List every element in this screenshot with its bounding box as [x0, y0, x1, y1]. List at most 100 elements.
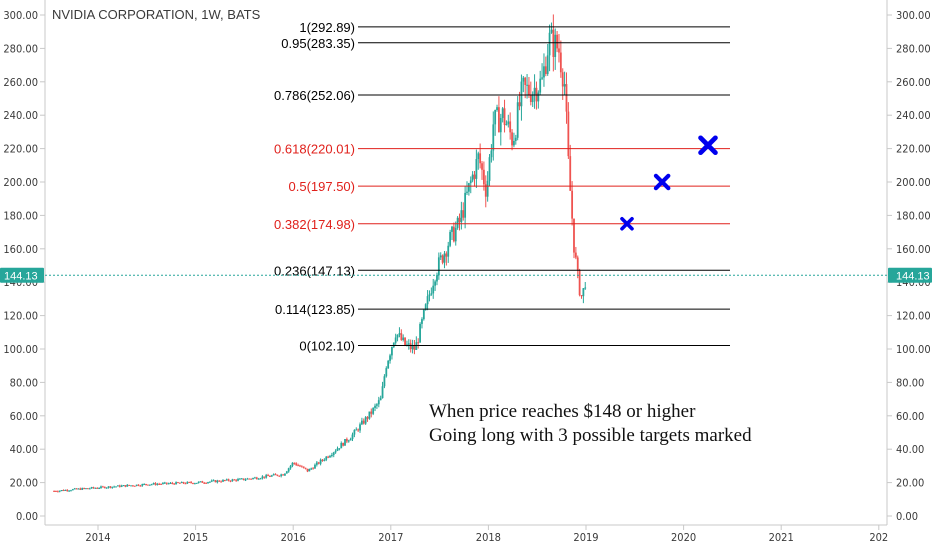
candle-body [556, 34, 558, 49]
candle-body [409, 343, 412, 350]
candle-body [188, 481, 191, 483]
candle-body [460, 210, 463, 223]
candle-body [306, 468, 309, 472]
candle-body [126, 484, 129, 487]
candle-body [250, 478, 253, 480]
candle-body [178, 482, 181, 484]
time-tick-label: 2020 [671, 531, 696, 544]
last-price-badge-left: 144.13 [0, 267, 44, 283]
candle-body [567, 111, 570, 157]
candle-body [287, 468, 290, 472]
fib-label: 0.236(147.13) [274, 263, 355, 278]
candle-body [171, 482, 174, 484]
candle-body [122, 485, 125, 487]
candle-body [432, 285, 435, 294]
right-tick-label: 0.00 [896, 510, 918, 523]
candle-body [541, 77, 543, 79]
time-tick-label: 2014 [85, 531, 110, 544]
annotation-line-2: Going long with 3 possible targets marke… [429, 425, 752, 446]
candle-body [559, 52, 562, 73]
left-tick-label: 280.00 [3, 42, 38, 55]
left-tick-label: 60.00 [10, 410, 38, 423]
candle-body [507, 121, 510, 125]
candle-body [240, 478, 243, 480]
candle-body [175, 482, 177, 485]
candle-body [321, 459, 324, 461]
svg-text:144.13: 144.13 [896, 270, 930, 282]
candle-body [137, 484, 140, 486]
candle-body [389, 355, 391, 361]
candle-body [186, 481, 189, 484]
target-mark [698, 135, 718, 156]
candle-body [488, 157, 491, 181]
candle-body [77, 488, 80, 490]
candle-body [447, 245, 450, 257]
svg-text:144.13: 144.13 [4, 270, 38, 282]
candle-body [302, 466, 305, 468]
candle-body [257, 478, 260, 480]
candle-body [569, 156, 572, 191]
candle-body [55, 490, 57, 492]
candle-body [481, 163, 483, 170]
candle-body [353, 430, 356, 435]
left-tick-label: 180.00 [3, 209, 38, 222]
candle-body [437, 257, 440, 276]
target-markers [620, 135, 718, 231]
candle-body [265, 475, 268, 478]
candle-body [308, 469, 311, 472]
candle-body [284, 473, 286, 476]
candle-body [319, 459, 322, 464]
time-tick-label: 202 [869, 531, 888, 544]
candle-body [366, 417, 369, 419]
candle-body [98, 487, 101, 489]
candle-body [499, 117, 502, 133]
candle-body [407, 343, 410, 345]
candle-body [141, 484, 144, 486]
candle-body [323, 459, 326, 461]
fib-label: 0.618(220.01) [274, 142, 355, 157]
candle-body [163, 482, 166, 484]
candle-body [75, 488, 78, 490]
candle-body [477, 153, 480, 160]
candle-body [338, 448, 341, 450]
right-tick-label: 240.00 [896, 109, 931, 122]
candle-body [496, 107, 498, 111]
candle-body [152, 483, 155, 485]
candle-body [227, 479, 230, 481]
candle-body [383, 376, 386, 387]
right-tick-label: 280.00 [896, 42, 931, 55]
candle-body [424, 304, 427, 310]
candle-body [482, 169, 485, 185]
candle-body [81, 488, 84, 490]
candle-body [327, 456, 330, 458]
candle-body [304, 467, 307, 469]
candle-body [498, 107, 500, 133]
candle-body [571, 190, 574, 219]
candle-body [513, 140, 515, 146]
candle-body [255, 477, 258, 480]
candle-body [539, 78, 542, 93]
time-tick-label: 2021 [769, 531, 794, 544]
candle-body [71, 489, 74, 491]
left-tick-label: 80.00 [10, 376, 38, 389]
candle-body [162, 483, 164, 485]
left-tick-label: 0.00 [16, 510, 38, 523]
candle-body [130, 485, 132, 487]
candle-body [225, 479, 228, 481]
candle-body [280, 474, 283, 477]
candle-body [413, 345, 416, 350]
candle-body [201, 481, 204, 483]
candle-body [83, 488, 86, 490]
candle-body [344, 439, 346, 446]
right-tick-label: 100.00 [896, 343, 931, 356]
time-tick-label: 2016 [281, 531, 306, 544]
last-price-badge-right: 144.13 [888, 267, 932, 283]
candle-body [276, 474, 279, 476]
target-mark [653, 173, 671, 191]
right-tick-label: 180.00 [896, 209, 931, 222]
candle-body [396, 334, 399, 338]
candle-body [505, 124, 508, 126]
candle-body [578, 270, 581, 296]
candle-body [197, 481, 200, 483]
